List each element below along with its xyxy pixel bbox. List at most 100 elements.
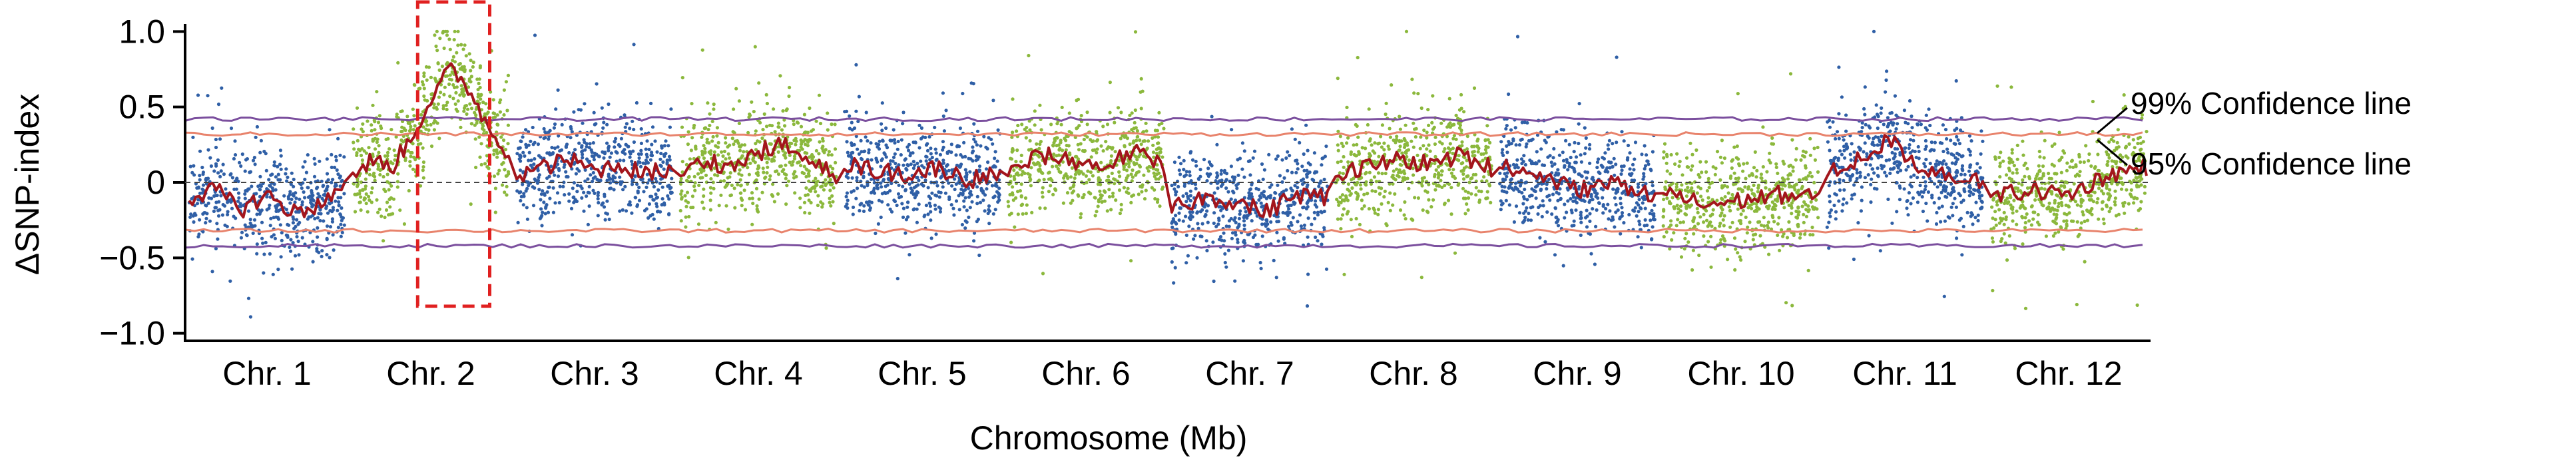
snp-point-5 [854,63,858,67]
snp-point-6 [1152,155,1156,159]
snp-point-1 [340,206,344,210]
snp-point-8 [1367,207,1371,211]
snp-point-6 [1025,203,1029,207]
snp-point-9 [1499,199,1503,203]
snp-point-3 [525,145,529,149]
snp-point-6 [1141,183,1145,187]
snp-point-9 [1599,163,1603,167]
snp-point-3 [577,108,581,112]
snp-point-5 [962,205,966,209]
snp-point-1 [232,187,236,191]
snp-point-3 [597,200,601,205]
snp-point-5 [960,222,964,227]
snp-point-5 [938,152,942,156]
snp-point-4 [747,115,751,119]
snp-point-4 [830,122,834,126]
snp-point-6 [1131,175,1135,179]
snp-point-1 [201,230,205,234]
snp-point-5 [971,82,975,86]
snp-point-2 [422,74,426,79]
snp-point-9 [1639,228,1643,232]
snp-point-5 [917,146,921,150]
snp-point-3 [605,141,609,145]
snp-point-5 [902,111,905,115]
snp-point-8 [1357,176,1361,181]
snp-point-9 [1579,153,1583,157]
snp-point-3 [622,158,626,162]
snp-point-5 [859,156,864,160]
snp-point-7 [1317,184,1321,188]
snp-point-9 [1537,159,1541,163]
snp-point-2 [355,151,359,155]
snp-point-5 [935,157,939,161]
snp-point-9 [1525,142,1529,146]
snp-point-1 [328,256,332,260]
snp-point-3 [521,182,525,186]
snp-point-8 [1337,203,1341,207]
snp-point-6 [1047,177,1051,181]
snp-point-3 [601,126,605,130]
snp-point-5 [972,231,977,235]
snp-point-5 [904,218,908,222]
snp-point-3 [608,155,612,159]
snp-point-10 [1804,202,1808,206]
snp-point-7 [1302,205,1306,209]
snp-point-10 [1704,209,1708,213]
snp-point-10 [1718,155,1722,159]
snp-point-1 [254,135,258,139]
snp-point-9 [1588,212,1592,216]
snp-point-8 [1443,184,1447,188]
snp-point-4 [684,199,688,203]
snp-point-3 [577,169,581,173]
snp-point-3 [527,184,531,188]
snp-point-3 [659,151,663,156]
snp-point-9 [1536,212,1540,216]
snp-point-1 [268,203,272,207]
snp-point-6 [1125,168,1129,172]
snp-point-3 [592,111,596,115]
snp-point-6 [1153,174,1157,178]
snp-point-7 [1306,272,1310,276]
snp-point-9 [1500,184,1504,188]
snp-point-2 [445,107,449,112]
snp-point-2 [373,174,377,178]
snp-point-9 [1507,92,1511,97]
snp-point-7 [1268,194,1272,198]
snp-point-1 [201,183,206,187]
snp-point-9 [1524,144,1528,148]
snp-point-8 [1462,166,1466,170]
snp-point-9 [1553,206,1557,210]
snp-point-3 [527,150,531,154]
snp-point-5 [863,149,867,153]
snp-point-7 [1212,221,1216,225]
snp-point-5 [916,183,920,187]
snp-point-7 [1188,198,1192,203]
snp-point-9 [1603,170,1607,174]
snp-point-8 [1427,182,1431,186]
snp-point-8 [1467,180,1471,184]
snp-point-8 [1369,178,1373,182]
snp-point-6 [1009,240,1013,244]
snp-point-2 [413,124,417,128]
snp-point-5 [869,141,873,145]
snp-point-3 [519,156,523,160]
snp-point-6 [1162,126,1166,130]
snp-point-3 [521,135,525,139]
snp-point-4 [684,225,688,229]
snp-point-9 [1628,151,1632,155]
snp-point-7 [1296,220,1300,224]
snp-point-3 [670,190,674,194]
snp-point-5 [924,203,928,208]
snp-point-8 [1338,171,1342,175]
snp-point-5 [862,176,866,180]
snp-point-7 [1224,186,1228,190]
snp-point-8 [1339,217,1343,221]
snp-point-3 [587,184,591,188]
snp-point-6 [1156,141,1160,145]
snp-point-2 [501,138,506,142]
snp-point-7 [1186,254,1190,258]
snp-point-5 [951,206,955,210]
snp-point-7 [1226,190,1230,194]
snp-point-4 [730,183,734,187]
snp-point-2 [408,160,412,164]
